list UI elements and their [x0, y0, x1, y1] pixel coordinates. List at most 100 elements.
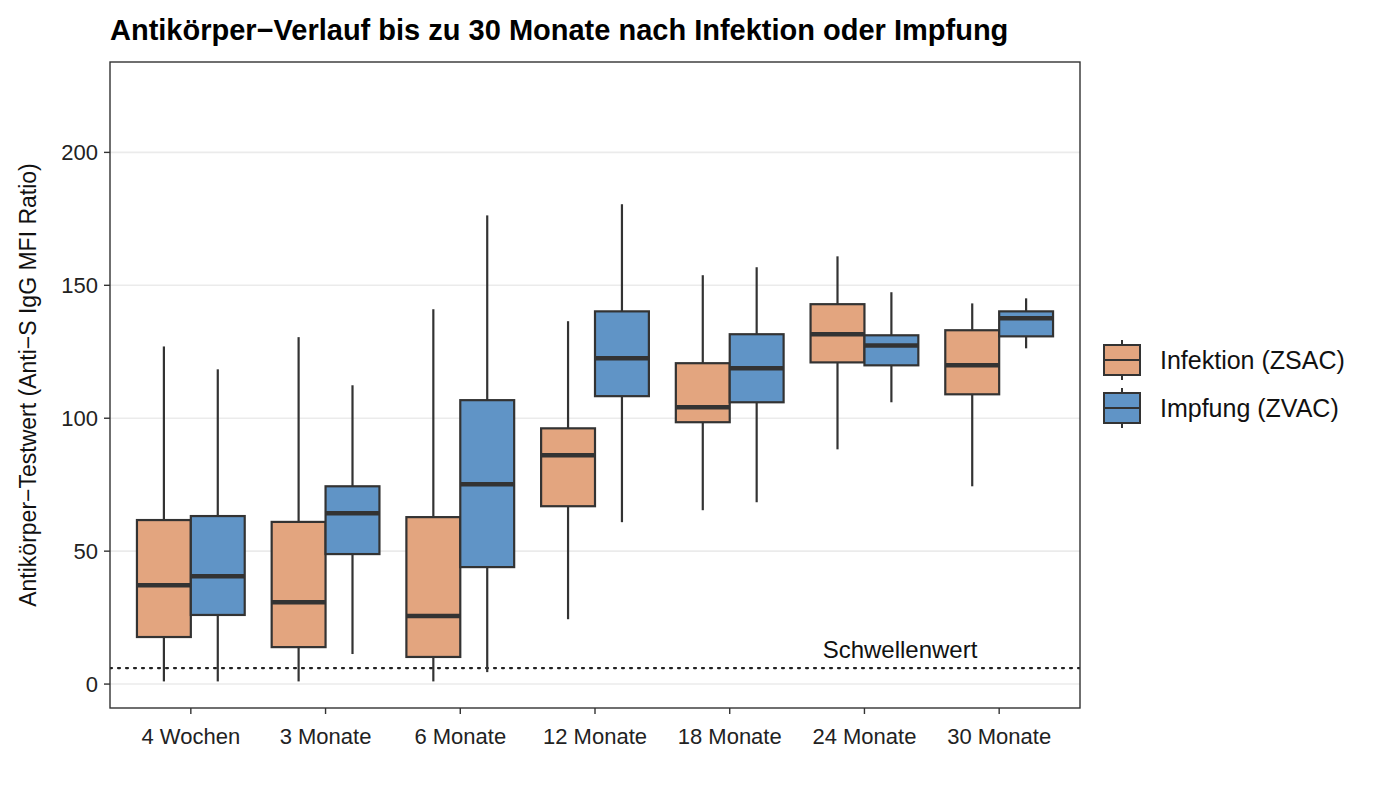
median	[999, 316, 1053, 321]
box-group	[595, 204, 649, 522]
legend-label: Infektion (ZSAC)	[1160, 346, 1345, 374]
median	[191, 574, 245, 579]
plot-frame	[110, 62, 1080, 708]
whisker-upper	[702, 275, 704, 363]
median	[864, 343, 918, 348]
x-tick-label: 3 Monate	[280, 724, 372, 749]
x-tick-label: 4 Wochen	[142, 724, 241, 749]
grid-line	[110, 417, 1080, 419]
whisker-lower	[432, 657, 434, 681]
legend-key-median	[1104, 359, 1140, 361]
box-group	[191, 369, 245, 681]
x-tick-label: 24 Monate	[812, 724, 916, 749]
whisker-lower	[567, 506, 569, 619]
median	[730, 366, 784, 371]
x-tick	[594, 708, 595, 714]
whisker-upper	[217, 369, 219, 516]
x-tick	[460, 708, 461, 714]
x-tick	[190, 708, 191, 714]
whisker-upper	[298, 337, 300, 522]
y-tick-label: 0	[86, 672, 98, 697]
x-tick-label: 30 Monate	[947, 724, 1051, 749]
y-tick-label: 50	[74, 539, 98, 564]
x-tick-label: 12 Monate	[543, 724, 647, 749]
background	[0, 0, 1400, 800]
y-tick-label: 100	[61, 406, 98, 431]
box	[676, 363, 730, 422]
box-group	[541, 321, 595, 619]
legend-key	[1104, 345, 1140, 375]
box-group	[811, 256, 865, 449]
plot-area	[110, 204, 1080, 681]
whisker-upper	[351, 385, 353, 486]
chart: 0501001502004 Wochen3 Monate6 Monate12 M…	[0, 0, 1400, 800]
whisker-upper	[1025, 298, 1027, 311]
whisker-upper	[890, 292, 892, 335]
box	[811, 304, 865, 362]
box	[541, 428, 595, 506]
whisker-lower	[217, 615, 219, 681]
box-group	[272, 337, 326, 681]
whisker-lower	[163, 637, 165, 681]
median	[272, 600, 326, 605]
box	[595, 311, 649, 396]
threshold-line	[110, 667, 1080, 669]
box	[272, 522, 326, 647]
whisker-lower	[351, 554, 353, 654]
box	[730, 334, 784, 402]
grid-line	[110, 285, 1080, 287]
legend-key-median	[1104, 407, 1140, 409]
whisker-lower	[486, 567, 488, 672]
box-group	[945, 303, 999, 486]
y-axis-label: Antikörper−Testwert (Anti−S IgG MFI Rati…	[15, 163, 41, 607]
box-group	[676, 275, 730, 510]
median	[541, 453, 595, 458]
grid-line	[110, 152, 1080, 154]
box	[406, 517, 460, 657]
median	[811, 332, 865, 337]
x-tick	[729, 708, 730, 714]
whisker-lower	[621, 396, 623, 522]
x-tick	[325, 708, 326, 714]
y-tick	[104, 683, 110, 684]
x-tick-label: 6 Monate	[414, 724, 506, 749]
median	[945, 363, 999, 368]
whisker-lower	[756, 402, 758, 502]
legend-label: Impfung (ZVAC)	[1160, 394, 1339, 422]
whisker-upper	[621, 204, 623, 311]
x-tick	[998, 708, 999, 714]
whisker-lower	[298, 647, 300, 681]
box	[945, 330, 999, 394]
y-tick	[104, 550, 110, 551]
whisker-lower	[971, 394, 973, 486]
y-tick-label: 200	[61, 140, 98, 165]
box-group	[460, 215, 514, 672]
grid-line	[110, 683, 1080, 685]
whisker-upper	[432, 309, 434, 517]
box	[999, 311, 1053, 336]
plot-panel	[110, 62, 1080, 708]
whisker-upper	[756, 267, 758, 334]
x-tick	[864, 708, 865, 714]
whisker-upper	[163, 346, 165, 520]
whisker-lower	[1025, 336, 1027, 348]
whisker-lower	[836, 362, 838, 449]
box-group	[406, 309, 460, 681]
box	[191, 516, 245, 615]
median	[460, 482, 514, 487]
median	[137, 583, 191, 588]
whisker-upper	[971, 303, 973, 330]
grid-line	[110, 550, 1080, 552]
y-tick	[104, 285, 110, 286]
y-tick	[104, 152, 110, 153]
median	[595, 356, 649, 361]
box	[326, 486, 380, 554]
legend-key	[1104, 393, 1140, 423]
box-group	[999, 298, 1053, 348]
x-tick-label: 18 Monate	[678, 724, 782, 749]
whisker-upper	[486, 215, 488, 400]
box-group	[326, 385, 380, 654]
box-group	[730, 267, 784, 502]
median	[406, 614, 460, 619]
threshold-label: Schwellenwert	[823, 636, 978, 663]
